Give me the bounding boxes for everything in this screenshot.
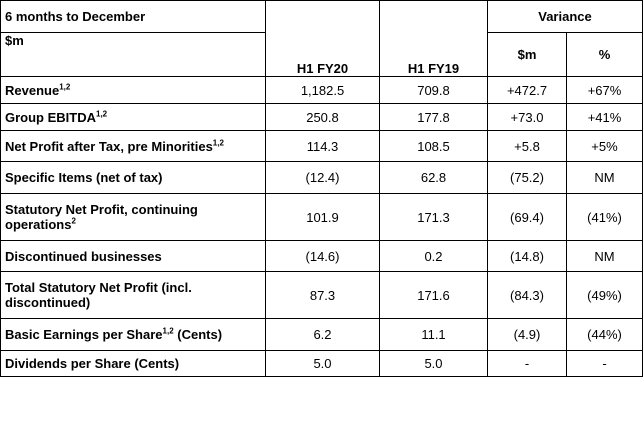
cell-prior: 11.1	[379, 318, 488, 351]
row-label-text: Revenue	[5, 82, 60, 98]
period-header: 6 months to December	[0, 0, 266, 33]
cell-prior: 177.8	[379, 103, 488, 131]
footnote-ref: 1,2	[162, 326, 174, 336]
row-label-text: Discontinued businesses	[5, 248, 162, 264]
cell-current: 250.8	[265, 103, 380, 131]
table-row: Dividends per Share (Cents) 5.0 5.0 - -	[0, 350, 643, 377]
cell-prior: 709.8	[379, 76, 488, 104]
footnote-ref: 1,2	[59, 82, 71, 92]
cell-variance-abs: -	[487, 350, 567, 377]
table-row: Basic Earnings per Share1,2 (Cents) 6.2 …	[0, 318, 643, 351]
col-header-current: H1 FY20	[265, 0, 380, 77]
row-label-text: Basic Earnings per Share	[5, 327, 163, 342]
row-label-text: Total Statutory Net Profit (incl. discon…	[5, 280, 192, 310]
cell-variance-abs: +5.8	[487, 130, 567, 162]
cell-current: 1,182.5	[265, 76, 380, 104]
cell-variance-abs: (69.4)	[487, 193, 567, 241]
cell-prior: 108.5	[379, 130, 488, 162]
cell-prior: 0.2	[379, 240, 488, 272]
financial-summary-table: 6 months to December H1 FY20 H1 FY19 Var…	[0, 0, 643, 377]
row-label: Basic Earnings per Share1,2 (Cents)	[0, 318, 266, 351]
col-header-prior: H1 FY19	[379, 0, 488, 77]
row-label: Statutory Net Profit, continuing operati…	[0, 193, 266, 241]
cell-variance-pct: +5%	[566, 130, 643, 162]
cell-prior: 5.0	[379, 350, 488, 377]
row-label: Total Statutory Net Profit (incl. discon…	[0, 271, 266, 319]
footnote-ref: 1,2	[212, 138, 224, 148]
table-row: Discontinued businesses (14.6) 0.2 (14.8…	[0, 240, 643, 272]
row-label: Dividends per Share (Cents)	[0, 350, 266, 377]
cell-current: (14.6)	[265, 240, 380, 272]
row-label: Revenue1,2	[0, 76, 266, 104]
footnote-ref: 1,2	[96, 109, 108, 119]
row-label-text: Specific Items (net of tax)	[5, 170, 163, 185]
cell-current: 101.9	[265, 193, 380, 241]
unit-header: $m	[0, 32, 266, 77]
row-label-text: Dividends per Share (Cents)	[5, 356, 180, 371]
row-label-text: Group EBITDA	[5, 109, 96, 125]
cell-current: (12.4)	[265, 161, 380, 194]
cell-variance-pct: +41%	[566, 103, 643, 131]
cell-variance-pct: NM	[566, 240, 643, 272]
footnote-ref: 2	[71, 216, 76, 226]
cell-prior: 171.3	[379, 193, 488, 241]
table-row: Statutory Net Profit, continuing operati…	[0, 193, 643, 241]
table-row: Total Statutory Net Profit (incl. discon…	[0, 271, 643, 319]
row-label: Group EBITDA1,2	[0, 103, 266, 131]
cell-variance-abs: (14.8)	[487, 240, 567, 272]
row-label: Net Profit after Tax, pre Minorities1,2	[0, 130, 266, 162]
cell-variance-pct: (41%)	[566, 193, 643, 241]
cell-current: 6.2	[265, 318, 380, 351]
cell-variance-abs: (4.9)	[487, 318, 567, 351]
table-row: Net Profit after Tax, pre Minorities1,2 …	[0, 130, 643, 162]
cell-current: 87.3	[265, 271, 380, 319]
cell-prior: 171.6	[379, 271, 488, 319]
cell-variance-pct: +67%	[566, 76, 643, 104]
variance-header: Variance	[487, 0, 643, 33]
col-header-variance-abs: $m	[487, 32, 567, 77]
cell-variance-pct: -	[566, 350, 643, 377]
table-row: Specific Items (net of tax) (12.4) 62.8 …	[0, 161, 643, 194]
row-label: Specific Items (net of tax)	[0, 161, 266, 194]
row-label: Discontinued businesses	[0, 240, 266, 272]
row-label-text: Net Profit after Tax, pre Minorities	[5, 138, 213, 154]
row-label-suffix: (Cents)	[173, 327, 223, 342]
cell-variance-abs: +472.7	[487, 76, 567, 104]
table-row: Revenue1,2 1,182.5 709.8 +472.7 +67%	[0, 76, 643, 104]
cell-current: 5.0	[265, 350, 380, 377]
cell-variance-pct: NM	[566, 161, 643, 194]
row-label-text: Statutory Net Profit, continuing operati…	[5, 202, 198, 232]
col-header-variance-pct: %	[566, 32, 643, 77]
table-row: Group EBITDA1,2 250.8 177.8 +73.0 +41%	[0, 103, 643, 131]
cell-variance-pct: (44%)	[566, 318, 643, 351]
cell-current: 114.3	[265, 130, 380, 162]
cell-variance-abs: +73.0	[487, 103, 567, 131]
cell-variance-pct: (49%)	[566, 271, 643, 319]
cell-variance-abs: (75.2)	[487, 161, 567, 194]
cell-variance-abs: (84.3)	[487, 271, 567, 319]
cell-prior: 62.8	[379, 161, 488, 194]
